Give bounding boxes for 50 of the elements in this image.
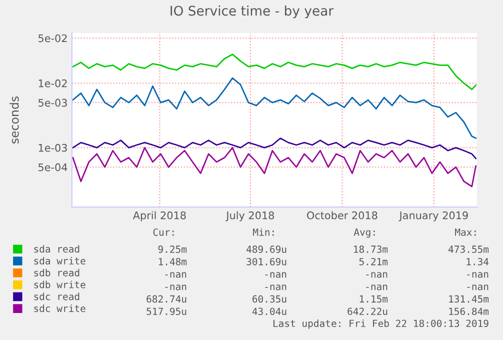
y-axis-title: seconds — [10, 96, 19, 144]
text: 60.35u — [252, 295, 286, 303]
text: 1.15m — [360, 295, 388, 303]
text: 9.25m — [158, 246, 187, 253]
line-series — [72, 77, 477, 139]
legend-label: sda write — [34, 256, 86, 265]
text: 642.22u — [348, 308, 388, 316]
text: 1.34 — [466, 258, 489, 266]
y-tick-label: 5e-02 — [38, 34, 67, 42]
legend-label: sdb write — [34, 280, 86, 288]
text: -nan — [467, 284, 488, 290]
legend-label: sdc read — [34, 292, 80, 300]
text: 517.95u — [146, 308, 186, 316]
legend-label: sdc write — [34, 304, 86, 312]
text: -nan — [265, 272, 286, 278]
y-tick-label: 5e-04 — [38, 163, 68, 172]
text: 43.04u — [252, 308, 286, 316]
text: 489.69u — [246, 246, 286, 253]
legend-label: sdb read — [34, 268, 80, 276]
text: 156.84m — [449, 308, 489, 316]
line-series — [72, 138, 477, 160]
legend-label: sda read — [34, 245, 80, 253]
text: 473.55m — [448, 246, 489, 253]
text: Last update: Fri Feb 22 18:00:13 2019 — [273, 320, 488, 329]
text: Cur: — [153, 228, 174, 236]
x-tick-label: October 2018 — [307, 211, 378, 220]
x-tick-label: January 2019 — [398, 211, 468, 222]
text: -nan — [366, 272, 388, 278]
text: 301.69u — [246, 258, 286, 266]
text: Avg: — [354, 228, 375, 238]
text: -nan — [366, 284, 388, 290]
text: -nan — [265, 284, 286, 290]
line-series — [72, 146, 477, 188]
text: Min: — [253, 228, 274, 236]
text: Max: — [455, 228, 476, 236]
text: -nan — [165, 284, 186, 290]
text: 5.21m — [359, 258, 388, 266]
y-tick-label: 1e-03 — [38, 144, 67, 152]
text: 682.74u — [146, 295, 186, 303]
chart-title: IO Service time - by year — [170, 6, 334, 18]
line-series — [72, 54, 477, 90]
text: -nan — [467, 272, 488, 278]
x-tick-label: April 2018 — [132, 211, 186, 222]
y-tick-label: 5e-03 — [38, 98, 67, 107]
text: 131.45m — [449, 295, 489, 303]
text: 1.48m — [158, 258, 187, 266]
y-tick-label: 1e-02 — [38, 79, 67, 88]
text: 18.73m — [354, 246, 388, 253]
x-tick-label: July 2018 — [226, 211, 274, 222]
text: -nan — [165, 272, 186, 278]
